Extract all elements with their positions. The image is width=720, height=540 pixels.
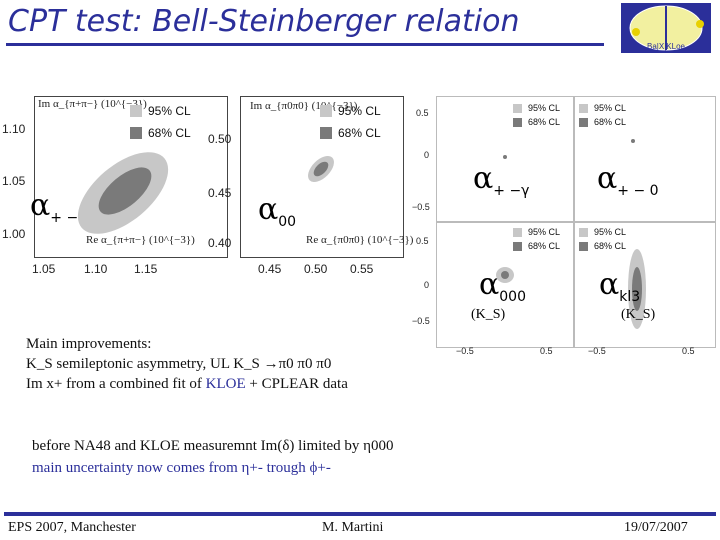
y-tick: −0.5 — [412, 316, 430, 326]
legend-swatch-68 — [579, 117, 588, 127]
ks-note: (K_S) — [621, 307, 656, 322]
legend-95: 95% CL — [579, 227, 626, 237]
footer-conference: EPS 2007, Manchester — [8, 520, 136, 535]
title-divider — [6, 43, 604, 46]
legend-68: 68% CL — [130, 126, 191, 140]
plot-panel-pipi: Im α_{π+π−} (10^{−3}) 95% CL 68% CL 1.10… — [0, 96, 228, 280]
footer-date: 19/07/2007 — [624, 520, 688, 535]
legend-swatch-95 — [513, 103, 522, 113]
footer-divider — [4, 512, 716, 516]
alpha-pipi-symbol: α+ − — [30, 188, 79, 226]
plot-area — [34, 96, 228, 258]
legend-95: 95% CL — [579, 103, 626, 113]
legend-95: 95% CL — [320, 104, 381, 118]
plot-cell-alpha-000: 95% CL 68% CL α000 (K_S) — [436, 222, 574, 348]
plot-cell-alpha-pm0: 95% CL 68% CL α+ − 0 — [574, 96, 716, 222]
legend-95: 95% CL — [513, 103, 560, 113]
notes-line-1: K_S semileptonic asymmetry, UL K_S →π0 π… — [26, 356, 332, 372]
alpha-000-symbol: α000 — [479, 267, 526, 305]
alpha-pi0pi0-symbol: α00 — [258, 192, 297, 230]
alpha-pm-gamma-symbol: α+ −γ — [473, 161, 530, 199]
x-tick: 1.15 — [134, 262, 158, 276]
plot-panel-pi0pi0: Im α_{π0π0} (10^{−3}) 95% CL 68% CL 0.50… — [208, 96, 430, 280]
plot-grid-2x2: 0.5 0 −0.5 0.5 0 −0.5 95% CL 68% CL α+ −… — [412, 94, 718, 356]
legend-swatch-68 — [513, 117, 522, 127]
legend-68: 68% CL — [579, 117, 626, 127]
legend-95: 95% CL — [513, 227, 560, 237]
x-tick: −0.5 — [456, 346, 474, 356]
svg-text:Ba|X|KLoe: Ba|X|KLoe — [647, 42, 686, 51]
x-tick: 0.5 — [682, 346, 695, 356]
notes-line-4: main uncertainty now comes from η+- trou… — [32, 460, 331, 476]
y-tick: 1.05 — [2, 174, 26, 188]
y-tick: 0.50 — [208, 132, 232, 146]
plot-cell-alpha-kl3: 95% CL 68% CL αkl3 (K_S) — [574, 222, 716, 348]
y-tick: 0 — [424, 150, 430, 160]
notes-line-2: Im x+ from a combined fit of KLOE + CPLE… — [26, 376, 348, 392]
x-axis-label: Re α_{π0π0} (10^{−3}) — [306, 234, 414, 246]
kloe-logo: Ba|X|KLoe — [620, 2, 712, 54]
y-tick: 1.00 — [2, 227, 26, 241]
y-tick: 1.10 — [2, 122, 26, 136]
legend-swatch-68 — [579, 241, 588, 251]
legend-swatch-68 — [130, 127, 142, 139]
notes-heading: Main improvements: — [26, 336, 152, 352]
legend-68: 68% CL — [513, 117, 560, 127]
x-tick: 0.55 — [350, 262, 374, 276]
legend-68: 68% CL — [513, 241, 560, 251]
alpha-pm0-symbol: α+ − 0 — [597, 161, 659, 199]
legend-swatch-68 — [513, 241, 522, 251]
x-axis-label: Re α_{π+π−} (10^{−3}) — [86, 234, 195, 246]
notes-line-3: before NA48 and KLOE measuremnt Im(δ) li… — [32, 438, 394, 454]
legend-swatch-95 — [579, 103, 588, 113]
legend-68: 68% CL — [579, 241, 626, 251]
slide-title: CPT test: Bell-Steinberger relation — [8, 4, 520, 39]
y-tick: 0.45 — [208, 186, 232, 200]
legend-68: 68% CL — [320, 126, 381, 140]
kloe-label: KLOE — [205, 376, 246, 392]
legend-swatch-95 — [513, 227, 522, 237]
x-tick: 1.10 — [84, 262, 108, 276]
y-tick: 0.40 — [208, 236, 232, 250]
y-axis-label: Im α_{π+π−} (10^{−3}) — [38, 98, 147, 110]
y-tick: 0.5 — [416, 108, 429, 118]
legend-95: 95% CL — [130, 104, 191, 118]
y-tick: 0.5 — [416, 236, 429, 246]
ks-note: (K_S) — [471, 307, 506, 322]
legend-swatch-95 — [130, 105, 142, 117]
y-tick: −0.5 — [412, 202, 430, 212]
footer-author: M. Martini — [322, 520, 384, 535]
plot-area — [240, 96, 404, 258]
y-tick: 0 — [424, 280, 430, 290]
legend-swatch-95 — [320, 105, 332, 117]
legend-swatch-95 — [579, 227, 588, 237]
alpha-kl3-symbol: αkl3 — [599, 267, 641, 305]
x-tick: 1.05 — [32, 262, 56, 276]
x-tick: −0.5 — [588, 346, 606, 356]
legend-swatch-68 — [320, 127, 332, 139]
plot-cell-alpha-pm-gamma: 95% CL 68% CL α+ −γ — [436, 96, 574, 222]
x-tick: 0.45 — [258, 262, 282, 276]
x-tick: 0.5 — [540, 346, 553, 356]
x-tick: 0.50 — [304, 262, 328, 276]
